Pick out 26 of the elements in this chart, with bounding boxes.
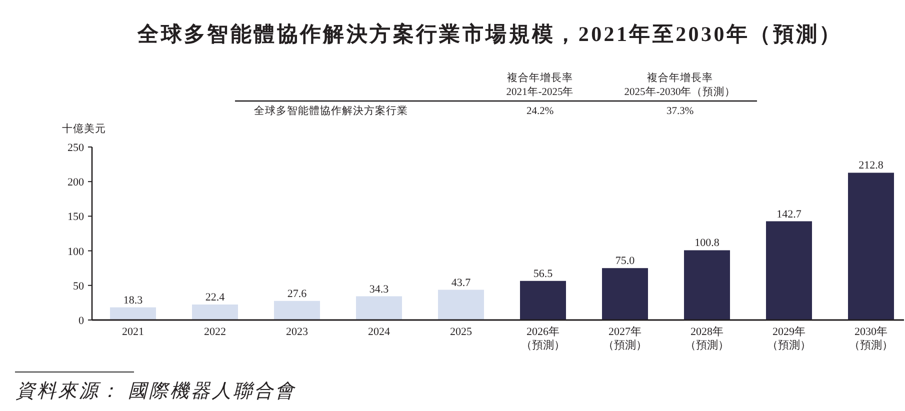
xtick: 2029年（預測） [767,326,811,352]
ytick: 100 [68,246,84,258]
annotation: 複合年增長率 [507,73,573,84]
annotation: 2021年-2025年 [506,87,574,98]
xtick: 2024 [368,326,390,338]
ytick: 50 [73,280,84,292]
ytick: 200 [68,176,84,189]
xtick: 2027年（預測） [603,326,647,352]
annotation: 24.2% [526,106,554,117]
title: 全球多智能體協作解決方案行業市場規模，2021年至2030年（預測） [138,22,842,46]
xtick: 2025 [450,326,472,338]
annotation: 複合年增長率 [647,73,713,84]
ytick: 0 [78,315,84,327]
xtick: 2026年（預測） [521,326,565,352]
xtick: 2030年（預測） [849,326,893,352]
annotation: 37.3% [666,106,694,117]
ytick: 150 [68,211,84,224]
ytick: 250 [68,142,84,154]
ylabel: 十億美元 [62,124,106,135]
xtick: 2028年（預測） [685,326,729,352]
annotation: 全球多智能體協作解決方案行業 [254,106,408,117]
xtick: 2023 [286,326,308,338]
annotation: 資料來源： 國際機器人聯合會 [16,381,296,402]
xtick: 2022 [204,326,226,338]
xtick: 2021 [122,326,144,338]
annotation: 2025年-2030年（預測） [624,87,736,98]
